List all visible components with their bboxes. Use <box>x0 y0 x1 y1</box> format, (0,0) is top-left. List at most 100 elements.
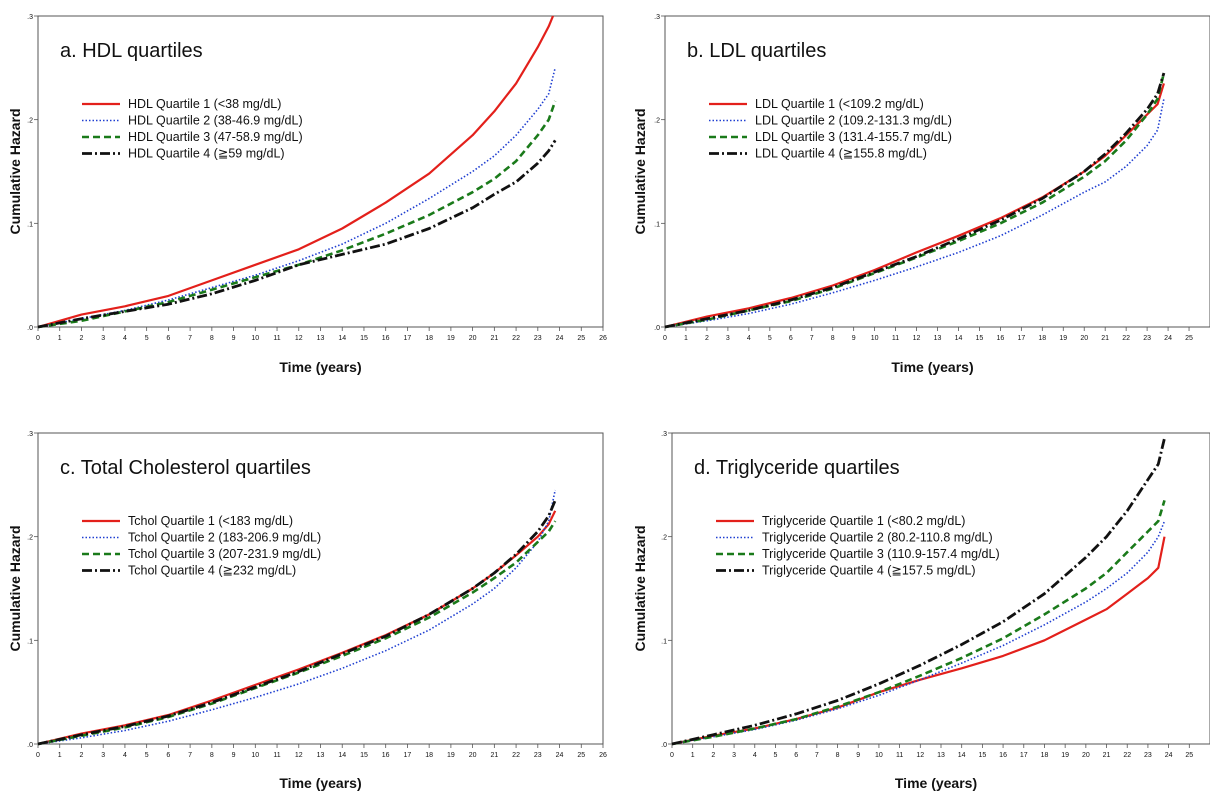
x-tick-label: 17 <box>1017 335 1025 342</box>
y-tick-label: .2 <box>654 118 660 125</box>
x-tick-label: 10 <box>251 335 259 342</box>
x-tick-label: 16 <box>382 752 390 759</box>
x-tick-label: 18 <box>425 752 433 759</box>
x-axis-label: Time (years) <box>279 359 361 375</box>
x-tick-label: 22 <box>512 335 520 342</box>
y-tick-label: .1 <box>661 638 667 645</box>
x-tick-label: 11 <box>896 752 903 759</box>
x-tick-label: 6 <box>166 752 170 759</box>
x-tick-label: 5 <box>774 752 778 759</box>
legend-label: HDL Quartile 1 (<38 mg/dL) <box>128 97 281 111</box>
x-tick-label: 11 <box>892 335 899 342</box>
x-tick-label: 20 <box>469 335 477 342</box>
x-tick-label: 3 <box>732 752 736 759</box>
legend-label: Tchol Quartile 1 (<183 mg/dL) <box>128 514 293 528</box>
x-tick-label: 20 <box>469 752 477 759</box>
x-tick-label: 14 <box>955 335 963 342</box>
panel-ldl: 0 1 2 3 4 5 6 7 8 9 10 11 12 13 14 15 16 17 18 19 20 21 22 23 24… <box>632 14 1210 375</box>
x-tick-label: 21 <box>1101 335 1109 342</box>
y-axis-label: Cumulative Hazard <box>7 108 23 234</box>
x-tick-label: 3 <box>101 752 105 759</box>
x-tick-label: 15 <box>360 752 368 759</box>
x-tick-label: 25 <box>577 752 585 759</box>
legend-label: Tchol Quartile 2 (183-206.9 mg/dL) <box>128 531 321 545</box>
x-tick-label: 4 <box>123 335 127 342</box>
x-tick-label: 16 <box>999 752 1007 759</box>
x-tick-label: 26 <box>599 752 607 759</box>
series-line-4 <box>664 72 1166 329</box>
series-line-1 <box>664 83 1165 329</box>
x-tick-label: 21 <box>490 752 498 759</box>
series-line-2 <box>37 67 556 328</box>
x-tick-label: 5 <box>768 335 772 342</box>
x-tick-label: 24 <box>556 752 564 759</box>
x-tick-label: 2 <box>705 335 709 342</box>
y-tick-label: .0 <box>27 742 33 749</box>
x-tick-label: 17 <box>404 335 412 342</box>
y-tick-label: .3 <box>27 14 33 21</box>
panel-title: b. LDL quartiles <box>687 40 826 62</box>
y-axis-label: Cumulative Hazard <box>632 525 648 651</box>
y-tick-label: .2 <box>27 118 33 125</box>
x-tick-label: 21 <box>490 335 498 342</box>
plot-frame <box>664 15 1210 328</box>
x-tick-label: 22 <box>1122 335 1130 342</box>
x-tick-label: 11 <box>273 335 280 342</box>
x-tick-label: 0 <box>670 752 674 759</box>
x-tick-label: 12 <box>913 335 921 342</box>
x-tick-label: 14 <box>958 752 966 759</box>
panel-tchol: 0 1 2 3 4 5 6 7 8 9 10 11 12 13 14 15 16 17 18 19 20 21 22 23 24… <box>7 431 607 791</box>
x-tick-label: 22 <box>512 752 520 759</box>
series-line-3 <box>664 72 1166 329</box>
x-tick-label: 12 <box>295 335 303 342</box>
x-tick-label: 23 <box>1144 752 1152 759</box>
legend-label: HDL Quartile 2 (38-46.9 mg/dL) <box>128 114 303 128</box>
series-line-4 <box>37 499 557 746</box>
y-tick-label: .3 <box>661 431 667 438</box>
legend-label: LDL Quartile 1 (<109.2 mg/dL) <box>755 97 924 111</box>
y-tick-label: .0 <box>661 742 667 749</box>
x-tick-label: 10 <box>251 752 259 759</box>
x-tick-label: 15 <box>976 335 984 342</box>
panel-title: c. Total Cholesterol quartiles <box>60 457 311 479</box>
x-tick-label: 15 <box>978 752 986 759</box>
legend-label: LDL Quartile 3 (131.4-155.7 mg/dL) <box>755 130 952 144</box>
x-tick-label: 14 <box>338 752 346 759</box>
plot-frame <box>37 432 604 745</box>
x-tick-label: 16 <box>382 335 390 342</box>
x-tick-label: 20 <box>1080 335 1088 342</box>
x-tick-label: 23 <box>534 335 542 342</box>
x-tick-label: 23 <box>534 752 542 759</box>
x-tick-label: 19 <box>447 752 455 759</box>
legend-label: Triglyceride Quartile 4 (≧157.5 mg/dL) <box>762 564 976 578</box>
x-tick-label: 18 <box>425 335 433 342</box>
y-tick-label: .3 <box>27 431 33 438</box>
x-tick-label: 2 <box>80 752 84 759</box>
x-tick-label: 7 <box>188 752 192 759</box>
x-tick-label: 25 <box>1185 752 1193 759</box>
x-tick-label: 23 <box>1143 335 1151 342</box>
legend-label: HDL Quartile 4 (≧59 mg/dL) <box>128 147 285 161</box>
x-tick-label: 19 <box>1061 752 1069 759</box>
x-tick-label: 24 <box>556 335 564 342</box>
x-axis-label: Time (years) <box>891 359 973 375</box>
panel-triglyceride: 0 1 2 3 4 5 6 7 8 9 10 11 12 13 14 15 16 17 18 19 20 21 22 23 24… <box>632 431 1210 791</box>
x-tick-label: 7 <box>815 752 819 759</box>
x-tick-label: 9 <box>852 335 856 342</box>
x-tick-label: 17 <box>404 752 412 759</box>
x-tick-label: 8 <box>836 752 840 759</box>
x-tick-label: 3 <box>101 335 105 342</box>
x-tick-label: 4 <box>747 335 751 342</box>
x-tick-label: 20 <box>1082 752 1090 759</box>
x-tick-label: 2 <box>711 752 715 759</box>
x-tick-label: 19 <box>1059 335 1067 342</box>
x-tick-label: 3 <box>726 335 730 342</box>
y-tick-label: .1 <box>27 221 33 228</box>
panel-title: d. Triglyceride quartiles <box>694 457 900 479</box>
legend-label: Triglyceride Quartile 2 (80.2-110.8 mg/d… <box>762 531 993 545</box>
x-tick-label: 1 <box>58 335 62 342</box>
series-line-4 <box>671 437 1166 746</box>
x-tick-label: 12 <box>916 752 924 759</box>
series-line-4 <box>37 139 557 329</box>
